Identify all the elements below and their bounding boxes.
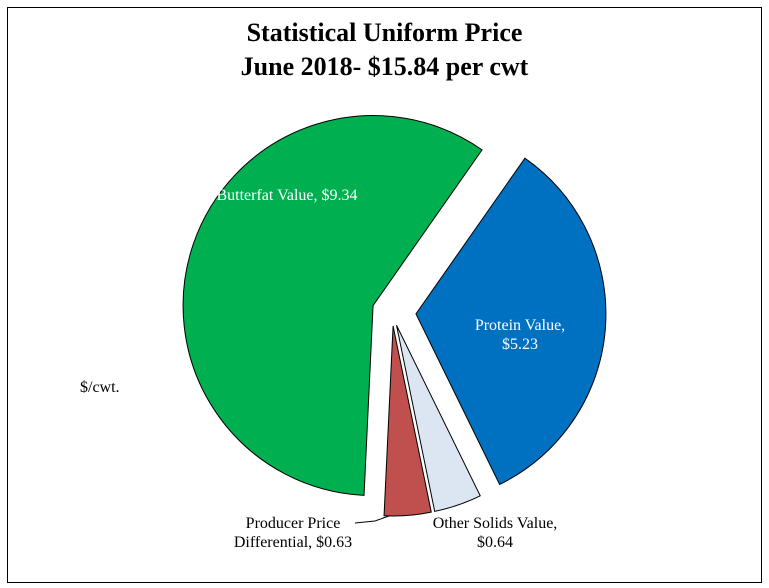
pie-slice xyxy=(415,157,607,486)
chart-title: Statistical Uniform Price xyxy=(246,18,523,47)
category-label: Other Solids Value, xyxy=(432,515,558,532)
pie-slice xyxy=(396,325,481,512)
slice-label: Other Solids Value, $0.64 xyxy=(430,514,560,552)
category-label: Producer Price Differential, xyxy=(233,515,341,551)
chart-subtitle: June 2018- $15.84 per cwt xyxy=(240,52,529,81)
slice-label: Butterfat Value, $9.34 xyxy=(212,186,362,205)
value-label: $5.23 xyxy=(502,336,538,353)
slice-label: Producer Price Differential, $0.63 xyxy=(228,514,358,552)
value-label: $0.64 xyxy=(477,534,513,551)
frame xyxy=(7,7,762,583)
pie-slice xyxy=(182,115,483,496)
category-label: Protein Value, xyxy=(474,317,566,334)
value-label: $9.34 xyxy=(321,187,358,204)
pie-slice xyxy=(383,325,432,517)
unit-label: $/cwt. xyxy=(80,379,120,396)
value-label: $0.63 xyxy=(316,534,353,551)
slice-label: Protein Value, $5.23 xyxy=(455,316,585,354)
category-label: Butterfat Value, xyxy=(216,187,318,204)
